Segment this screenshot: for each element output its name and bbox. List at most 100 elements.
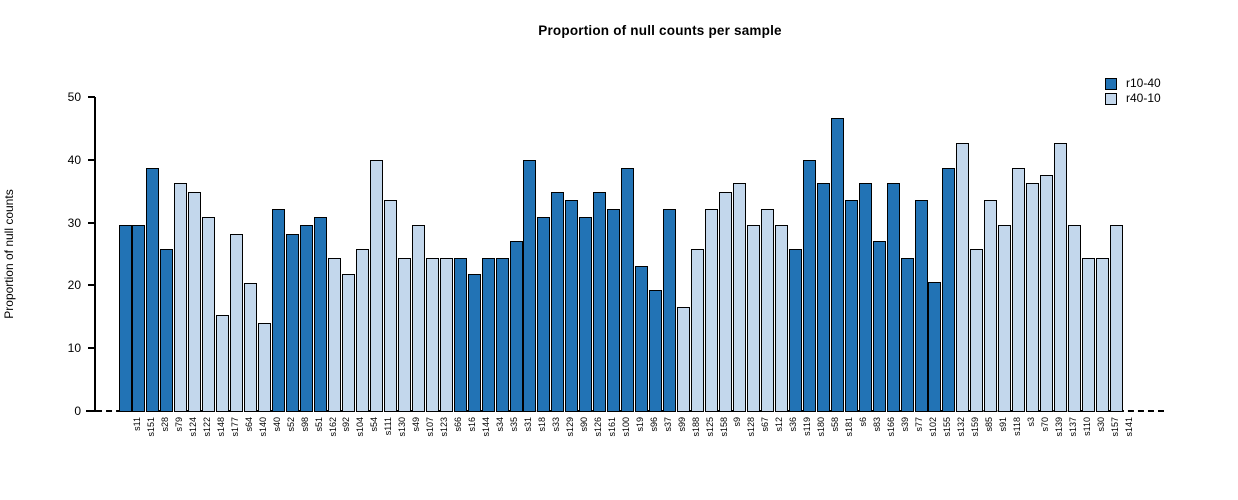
x-tick-label: s104 bbox=[355, 417, 365, 437]
bar-s162 bbox=[314, 217, 327, 412]
bar-s102 bbox=[915, 200, 928, 412]
x-tick-label: s98 bbox=[300, 417, 310, 432]
x-tick-label: s141 bbox=[1124, 417, 1134, 437]
x-tick-label: s52 bbox=[286, 417, 296, 432]
x-tick-label: s110 bbox=[1082, 417, 1092, 436]
bar-s161 bbox=[593, 192, 606, 412]
bar-s92 bbox=[328, 258, 341, 412]
x-tick-label: s111 bbox=[383, 417, 393, 436]
x-tick-label: s58 bbox=[830, 417, 840, 432]
y-tick-mark bbox=[88, 347, 95, 349]
bar-s129 bbox=[551, 192, 564, 412]
bar-s12 bbox=[761, 209, 774, 412]
bar-s6 bbox=[845, 200, 858, 412]
bar-s118 bbox=[998, 225, 1011, 412]
bar-s77 bbox=[901, 258, 914, 412]
bar-s140 bbox=[244, 283, 257, 412]
bar-s181 bbox=[831, 118, 844, 412]
bar-s9 bbox=[719, 192, 732, 412]
bar-s28 bbox=[146, 168, 159, 412]
x-tick-label: s91 bbox=[998, 417, 1008, 432]
x-tick-label: s118 bbox=[1012, 417, 1022, 436]
y-tick-mark bbox=[88, 159, 95, 161]
x-tick-label: s140 bbox=[258, 417, 268, 437]
x-tick-label: s155 bbox=[942, 417, 952, 437]
x-tick-label: s67 bbox=[760, 417, 770, 432]
x-tick-label: s132 bbox=[956, 417, 966, 437]
x-tick-label: s181 bbox=[844, 417, 854, 437]
x-tick-label: s162 bbox=[328, 417, 338, 437]
bar-s151 bbox=[132, 225, 145, 412]
bar-s91 bbox=[984, 200, 997, 412]
bar-s54 bbox=[356, 249, 369, 412]
bar-s111 bbox=[370, 160, 383, 412]
bar-s144 bbox=[468, 274, 481, 412]
bar-s188 bbox=[677, 307, 690, 412]
x-tick-label: s40 bbox=[272, 417, 282, 432]
x-tick-label: s180 bbox=[816, 417, 826, 437]
x-tick-label: s19 bbox=[635, 417, 645, 432]
x-tick-label: s51 bbox=[314, 417, 324, 432]
legend-swatch-light-blue bbox=[1105, 92, 1117, 105]
bar-s37 bbox=[649, 290, 662, 412]
x-tick-label: s12 bbox=[774, 417, 784, 432]
bar-s98 bbox=[286, 234, 299, 412]
bar-s124 bbox=[174, 183, 187, 412]
x-tick-label: s37 bbox=[663, 417, 673, 432]
legend-label: r40-10 bbox=[1126, 91, 1161, 105]
y-tick-mark bbox=[88, 284, 95, 286]
bar-s83 bbox=[859, 183, 872, 412]
x-tick-label: s128 bbox=[746, 417, 756, 437]
x-tick-label: s34 bbox=[495, 417, 505, 432]
bar-s130 bbox=[384, 200, 397, 412]
y-tick-label: 0 bbox=[74, 404, 81, 418]
legend-label: r10-40 bbox=[1126, 76, 1161, 90]
x-tick-label: s126 bbox=[593, 417, 603, 437]
x-tick-label: s96 bbox=[649, 417, 659, 432]
bar-s35 bbox=[496, 258, 509, 412]
bar-s79 bbox=[160, 249, 173, 412]
bar-s159 bbox=[956, 143, 969, 412]
x-tick-label: s125 bbox=[705, 417, 715, 437]
x-tick-label: s6 bbox=[858, 417, 868, 427]
x-tick-label: s9 bbox=[732, 417, 742, 427]
y-axis-line bbox=[94, 97, 96, 412]
bar-s119 bbox=[789, 249, 802, 412]
x-tick-label: s144 bbox=[481, 417, 491, 437]
y-axis-title: Proportion of null counts bbox=[2, 189, 16, 319]
bar-s39 bbox=[887, 183, 900, 412]
bar-s49 bbox=[398, 258, 411, 412]
bar-s139 bbox=[1040, 175, 1053, 412]
x-tick-label: s77 bbox=[914, 417, 924, 432]
bar-s67 bbox=[747, 225, 760, 412]
x-tick-label: s54 bbox=[369, 417, 379, 432]
bar-s31 bbox=[510, 241, 523, 412]
x-tick-label: s139 bbox=[1054, 417, 1064, 437]
x-tick-label: s83 bbox=[872, 417, 882, 432]
bar-s107 bbox=[412, 225, 425, 412]
bar-s11 bbox=[119, 225, 132, 412]
bar-s64 bbox=[230, 234, 243, 412]
x-tick-label: s102 bbox=[928, 417, 938, 437]
y-tick-label: 10 bbox=[67, 341, 81, 355]
x-tick-label: s159 bbox=[970, 417, 980, 437]
bar-s122 bbox=[188, 192, 201, 412]
x-tick-label: s70 bbox=[1040, 417, 1050, 432]
y-tick-mark bbox=[88, 96, 95, 98]
x-tick-label: s3 bbox=[1026, 417, 1036, 427]
x-tick-label: s107 bbox=[425, 417, 435, 437]
bar-s40 bbox=[258, 323, 271, 412]
bar-s70 bbox=[1026, 183, 1039, 412]
x-tick-label: s157 bbox=[1110, 417, 1120, 437]
bar-s141 bbox=[1110, 225, 1123, 412]
bar-s30 bbox=[1082, 258, 1095, 412]
x-tick-label: s129 bbox=[565, 417, 575, 437]
x-tick-label: s36 bbox=[788, 417, 798, 432]
x-tick-label: s92 bbox=[341, 417, 351, 432]
y-tick-label: 30 bbox=[67, 216, 81, 230]
bar-s158 bbox=[705, 209, 718, 412]
x-tick-label: s119 bbox=[802, 417, 812, 436]
bar-s85 bbox=[970, 249, 983, 412]
bar-s99 bbox=[663, 209, 676, 412]
x-tick-label: s31 bbox=[523, 417, 533, 432]
